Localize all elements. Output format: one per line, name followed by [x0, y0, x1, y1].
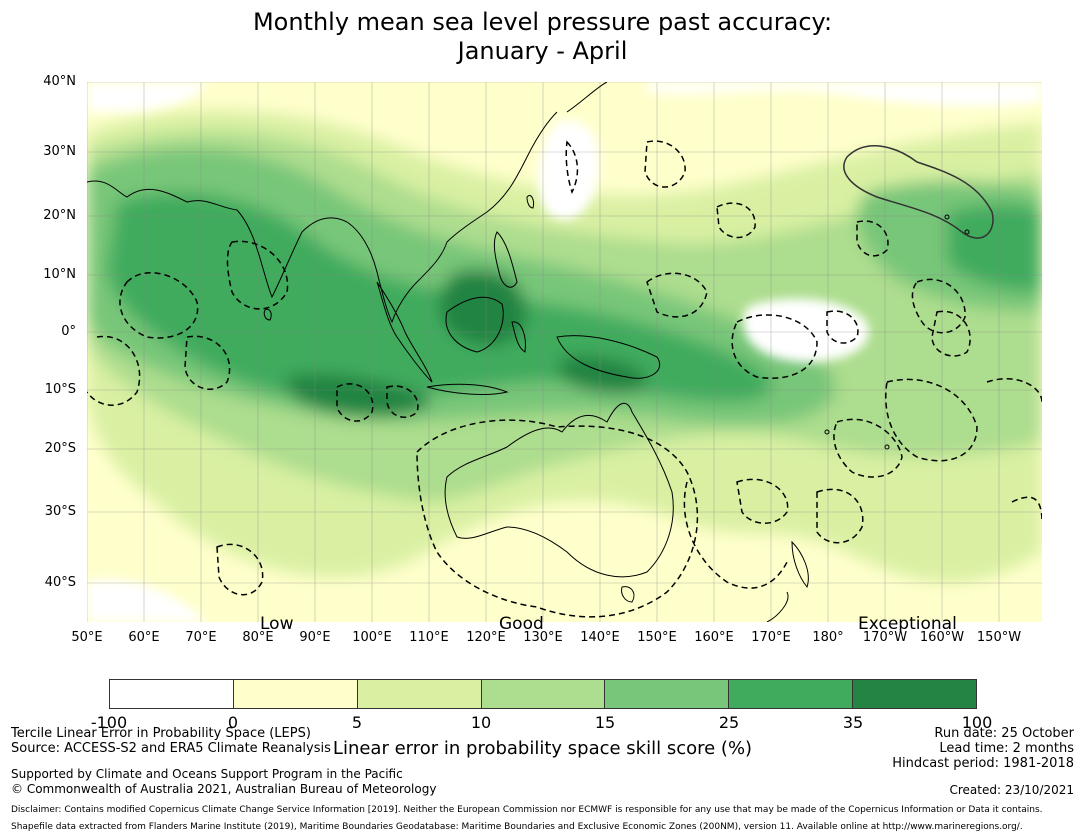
- lon-label: 160°W: [919, 630, 965, 645]
- info-leps: Tercile Linear Error in Probability Spac…: [11, 726, 311, 741]
- colorbar-tick: 25: [718, 713, 740, 732]
- lon-label: 150°E: [637, 630, 677, 645]
- chart-title: Monthly mean sea level pressure past acc…: [0, 8, 1085, 66]
- info-source: Source: ACCESS-S2 and ERA5 Climate Reana…: [11, 741, 331, 756]
- coastlines: [87, 82, 970, 622]
- info-support: Supported by Climate and Oceans Support …: [11, 767, 403, 781]
- lat-label: 0°: [61, 324, 76, 339]
- title-line-2: January - April: [457, 37, 628, 65]
- lon-label: 130°E: [523, 630, 563, 645]
- lon-label: 100°E: [352, 630, 392, 645]
- hawaii-eez: [843, 145, 994, 239]
- colorbar-segment: [481, 680, 606, 708]
- lon-label: 170°E: [751, 630, 791, 645]
- colorbar-tick: -100: [90, 713, 128, 732]
- created-date: Created: 23/10/2021: [949, 783, 1074, 797]
- lat-label: 40°N: [43, 74, 76, 89]
- title-line-1: Monthly mean sea level pressure past acc…: [252, 8, 833, 36]
- lon-label: 120°E: [466, 630, 506, 645]
- lat-label: 20°N: [43, 208, 76, 223]
- colorbar-segment: [853, 680, 977, 708]
- colorbar-tick: 5: [351, 713, 363, 732]
- lon-label: 60°E: [128, 630, 160, 645]
- lon-label: 90°E: [299, 630, 331, 645]
- lat-label: 20°S: [44, 441, 76, 456]
- lat-label: 10°N: [43, 267, 76, 282]
- colorbar: [109, 679, 977, 709]
- run-date: Run date: 25 October: [934, 726, 1074, 741]
- colorbar-label: Linear error in probability space skill …: [332, 738, 753, 759]
- lon-label: 180°: [812, 630, 844, 645]
- lat-label: 30°N: [43, 144, 76, 159]
- colorbar-tick: 15: [594, 713, 616, 732]
- category-good: Good: [499, 614, 544, 634]
- lon-label: 110°E: [409, 630, 449, 645]
- lon-label: 50°E: [71, 630, 103, 645]
- colorbar-segment: [605, 680, 730, 708]
- lat-label: 10°S: [44, 382, 76, 397]
- colorbar-tick: 0: [227, 713, 239, 732]
- disclaimer-shapefile: Shapefile data extracted from Flanders M…: [11, 822, 1023, 832]
- colorbar-tick: 100: [961, 713, 993, 732]
- lat-label: 40°S: [44, 575, 76, 590]
- lon-label: 150°W: [976, 630, 1022, 645]
- hindcast-period: Hindcast period: 1981-2018: [892, 756, 1074, 771]
- info-copyright: © Commonwealth of Australia 2021, Austra…: [11, 782, 437, 796]
- negative-skill-patches: [87, 82, 1042, 622]
- lead-time: Lead time: 2 months: [939, 741, 1074, 756]
- lon-label: 160°E: [694, 630, 734, 645]
- eez-boundaries: [87, 140, 1042, 618]
- disclaimer-copernicus: Disclaimer: Contains modified Copernicus…: [11, 805, 1043, 815]
- category-exceptional: Exceptional: [858, 614, 957, 634]
- skill-map: [87, 82, 1042, 622]
- skill-field: [87, 110, 1042, 583]
- colorbar-segment: [357, 680, 482, 708]
- lat-label: 30°S: [44, 504, 76, 519]
- lon-label: 140°E: [580, 630, 620, 645]
- graticule: [87, 82, 1042, 622]
- lon-label: 80°E: [242, 630, 274, 645]
- colorbar-segment: [110, 680, 234, 708]
- colorbar-tick: 10: [470, 713, 492, 732]
- lon-label: 170°W: [862, 630, 908, 645]
- lon-label: 70°E: [185, 630, 217, 645]
- colorbar-segment: [233, 680, 358, 708]
- colorbar-segment: [729, 680, 854, 708]
- category-low: Low: [260, 614, 294, 634]
- map-canvas: [87, 82, 1042, 622]
- colorbar-tick: 35: [842, 713, 864, 732]
